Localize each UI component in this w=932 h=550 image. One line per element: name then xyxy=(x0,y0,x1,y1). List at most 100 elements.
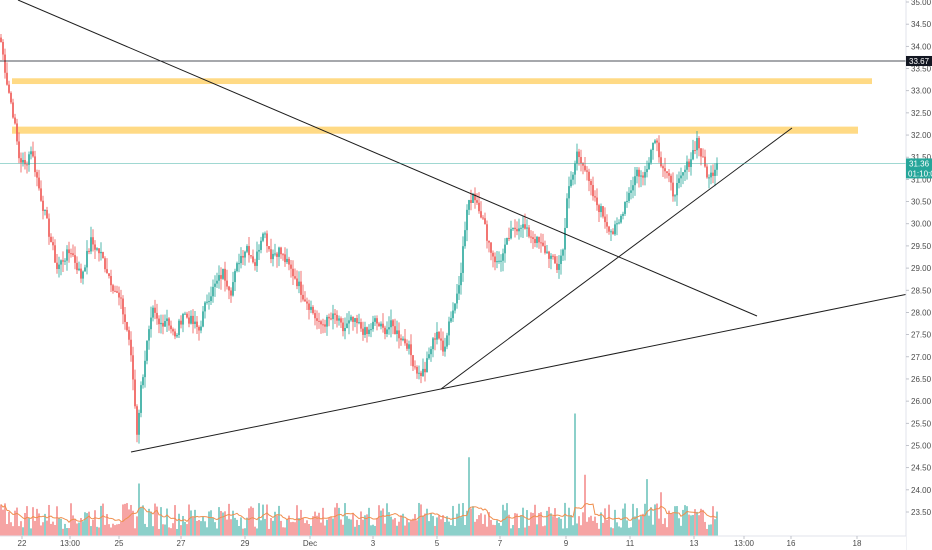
candle-body xyxy=(218,275,220,281)
lower-support-trendline[interactable] xyxy=(130,293,909,453)
volume-bar xyxy=(630,527,632,536)
volume-bar xyxy=(402,513,404,536)
candle-body xyxy=(386,329,388,335)
candle-body xyxy=(680,175,682,179)
volume-bar xyxy=(140,507,142,536)
candle-body xyxy=(24,160,26,165)
candle-body xyxy=(430,349,432,355)
candle-body xyxy=(694,150,696,152)
volume-bar xyxy=(362,519,364,536)
volume-bar xyxy=(168,527,170,536)
candle-body xyxy=(716,163,718,170)
candle-body xyxy=(42,200,44,211)
y-tick-label: 30.00 xyxy=(911,220,932,229)
y-tick-label: 31.00 xyxy=(911,175,932,184)
volume-bar xyxy=(234,517,236,536)
candle-body xyxy=(550,255,552,259)
candle-body xyxy=(638,169,640,177)
volume-bar xyxy=(118,523,120,536)
candles-layer xyxy=(0,33,718,444)
volume-bar xyxy=(504,510,506,536)
volume-bar xyxy=(492,524,494,536)
candle-body xyxy=(648,162,650,170)
volume-bar xyxy=(656,503,658,536)
volume-bar xyxy=(614,509,616,536)
candle-body xyxy=(44,210,46,212)
volume-bar xyxy=(558,517,560,536)
candle-body xyxy=(108,273,110,277)
volume-bar xyxy=(554,508,556,536)
volume-bar xyxy=(294,522,296,536)
candle-body xyxy=(636,169,638,177)
candle-body xyxy=(458,285,460,294)
candle-body xyxy=(482,217,484,219)
candle-body xyxy=(616,223,618,225)
volume-bar xyxy=(224,511,226,536)
y-tick-label: 34.50 xyxy=(911,20,932,29)
candle-body xyxy=(266,233,268,247)
volume-bar xyxy=(506,503,508,536)
candle-body xyxy=(610,231,612,233)
volume-bar xyxy=(582,512,584,536)
candle-body xyxy=(388,327,390,330)
candle-body xyxy=(406,343,408,349)
volume-bar xyxy=(152,526,154,536)
volume-bar xyxy=(142,505,144,536)
volume-bar xyxy=(210,510,212,536)
y-tick-label: 24.00 xyxy=(911,486,932,495)
rising-support-trendline[interactable] xyxy=(440,127,793,390)
volume-bar xyxy=(372,524,374,536)
candle-body xyxy=(556,263,558,270)
volume-bar xyxy=(450,525,452,536)
candle-body xyxy=(260,240,262,250)
volume-bar xyxy=(498,523,500,536)
x-tick-label: 18 xyxy=(853,539,862,548)
volume-bar xyxy=(610,527,612,536)
candle-body xyxy=(138,412,140,435)
candle-body xyxy=(274,253,276,255)
volume-bar xyxy=(662,523,664,536)
candle-body xyxy=(576,151,578,164)
candle-body xyxy=(184,313,186,315)
volume-bar xyxy=(612,528,614,536)
volume-bar xyxy=(394,518,396,536)
volume-bar xyxy=(270,517,272,536)
candle-body xyxy=(34,156,36,173)
x-tick-label: 27 xyxy=(177,539,186,548)
volume-bar xyxy=(148,508,150,536)
candle-body xyxy=(132,355,134,380)
descending-trendline[interactable] xyxy=(17,0,758,317)
volume-bar xyxy=(428,521,430,536)
candle-body xyxy=(462,246,464,273)
candle-body xyxy=(50,236,52,243)
volume-bar xyxy=(262,504,264,536)
candle-body xyxy=(356,318,358,324)
volume-bar xyxy=(500,525,502,536)
candle-body xyxy=(596,197,598,206)
volume-bar xyxy=(494,525,496,536)
volume-bar xyxy=(704,521,706,536)
volume-bar xyxy=(534,504,536,536)
candle-body xyxy=(92,237,94,245)
volume-bar xyxy=(66,528,68,536)
trendlines-layer xyxy=(17,0,909,453)
candle-body xyxy=(684,169,686,173)
candle-body xyxy=(30,151,32,155)
price-axis[interactable]: 23.50 24.00 24.50 25.00 25.50 26.00 26.50 27.00… xyxy=(905,0,932,550)
volume-bar xyxy=(370,525,372,536)
candle-body xyxy=(594,196,596,198)
volume-bar xyxy=(272,520,274,536)
candle-body xyxy=(426,358,428,373)
time-axis[interactable]: 22 13:00 25 27 29 Dec 3 5 7 9 11 13 13:00 16 18 xyxy=(0,535,906,550)
volume-bar xyxy=(418,502,420,536)
candle-body xyxy=(96,248,98,250)
volume-bar xyxy=(220,510,222,536)
candle-body xyxy=(642,175,644,178)
volume-bar xyxy=(164,524,166,536)
candle-body xyxy=(38,177,40,189)
volume-bar xyxy=(74,519,76,536)
candle-body xyxy=(704,156,706,167)
current-price-label: 31.36 xyxy=(909,159,930,168)
candle-body xyxy=(656,140,658,143)
